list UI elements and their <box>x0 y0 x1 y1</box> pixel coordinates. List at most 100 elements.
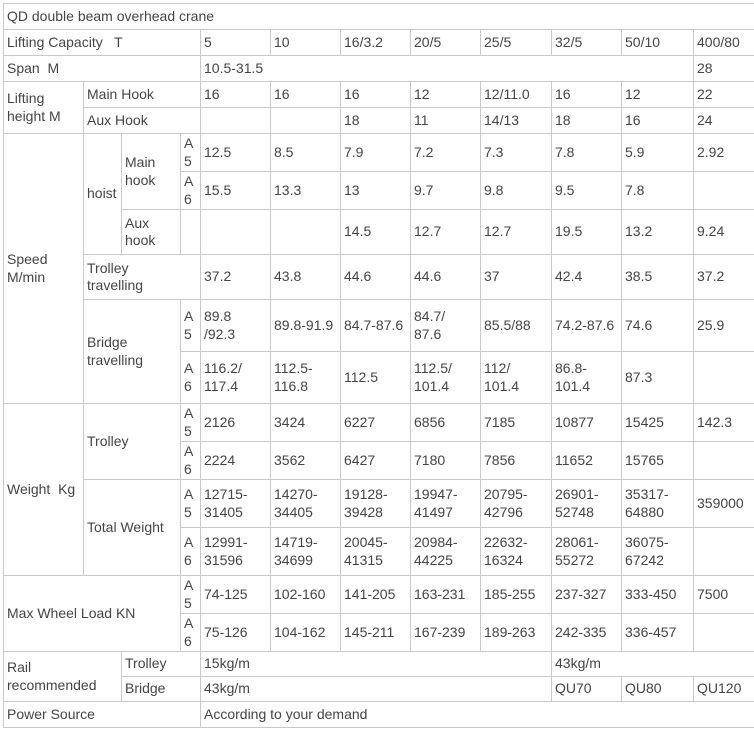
value-cell: 7500 <box>694 576 754 614</box>
value-cell: 84.7/ 87.6 <box>411 300 481 352</box>
value-cell: 38.5 <box>622 255 694 300</box>
a5-label: A5 <box>181 480 201 528</box>
value-cell: 112/ 101.4 <box>481 352 552 404</box>
value-cell: 141-205 <box>341 576 411 614</box>
value-cell: 7185 <box>481 404 552 442</box>
value-cell: 6856 <box>411 404 481 442</box>
capacity-value: 20/5 <box>411 30 481 56</box>
value-cell: 36075- 67242 <box>622 528 694 576</box>
value-cell <box>694 528 754 576</box>
value-cell: 102-160 <box>271 576 341 614</box>
value-cell: 15.5 <box>201 172 271 210</box>
lifting-height-aux-hook-row: Aux Hook 18 11 14/13 18 16 24 <box>4 108 754 134</box>
value-cell: 167-239 <box>411 614 481 652</box>
value-cell: 19947- 41497 <box>411 480 481 528</box>
value-cell: 145-211 <box>341 614 411 652</box>
value-cell: 163-231 <box>411 576 481 614</box>
value-cell: 75-126 <box>201 614 271 652</box>
value-cell: 22 <box>694 82 754 108</box>
value-cell: 84.7-87.6 <box>341 300 411 352</box>
rail-qu-value: QU80 <box>622 677 694 702</box>
value-cell: 28061- 55272 <box>552 528 622 576</box>
capacity-value: 25/5 <box>481 30 552 56</box>
a5-label: A5 <box>181 134 201 172</box>
value-cell <box>694 614 754 652</box>
rail-qu-value: QU70 <box>552 677 622 702</box>
capacity-value: 16/3.2 <box>341 30 411 56</box>
value-cell: 42.4 <box>552 255 622 300</box>
value-cell: 12.5 <box>201 134 271 172</box>
value-cell: 9.8 <box>481 172 552 210</box>
trolley-travelling-row: Trolley travelling 37.2 43.8 44.6 44.6 3… <box>4 255 754 300</box>
weight-total-a5-row: Total Weight A5 12715- 31405 14270- 3440… <box>4 480 754 528</box>
value-cell <box>201 108 271 134</box>
value-cell: 18 <box>341 108 411 134</box>
rail-recommended-label: Rail recommended <box>4 652 122 702</box>
value-cell: 7.8 <box>622 172 694 210</box>
a6-label: A6 <box>181 172 201 210</box>
value-cell: 14719- 34699 <box>271 528 341 576</box>
value-cell: 104-162 <box>271 614 341 652</box>
value-cell <box>694 352 754 404</box>
value-cell: 35317- 64880 <box>622 480 694 528</box>
value-cell: 333-450 <box>622 576 694 614</box>
capacity-value: 5 <box>201 30 271 56</box>
value-cell: 12.7 <box>411 210 481 255</box>
speed-label: Speed M/min <box>4 134 84 404</box>
value-cell: 112.5- 116.8 <box>271 352 341 404</box>
bridge-travelling-a5-row: Bridge travelling A5 89.8 /92.3 89.8-91.… <box>4 300 754 352</box>
value-cell: 3562 <box>271 442 341 480</box>
value-cell: 116.2/ 117.4 <box>201 352 271 404</box>
rail-bridge-label: Bridge <box>122 677 201 702</box>
speed-main-hook-a5-row: Speed M/min hoist Main hook A5 12.5 8.5 … <box>4 134 754 172</box>
value-cell: 14.5 <box>341 210 411 255</box>
a5-label: A5 <box>181 576 201 614</box>
value-cell: 8.5 <box>271 134 341 172</box>
lifting-capacity-label: Lifting Capacity T <box>4 30 201 56</box>
value-cell: 20795- 42796 <box>481 480 552 528</box>
value-cell: 9.5 <box>552 172 622 210</box>
title-row: QD double beam overhead crane <box>4 4 754 30</box>
capacity-value: 50/10 <box>622 30 694 56</box>
value-cell: 85.5/88 <box>481 300 552 352</box>
speed-aux-hook-label: Aux hook <box>122 210 181 255</box>
value-cell: 37.2 <box>201 255 271 300</box>
value-cell: 3424 <box>271 404 341 442</box>
capacity-value: 10 <box>271 30 341 56</box>
value-cell: 37.2 <box>694 255 754 300</box>
value-cell: 89.8-91.9 <box>271 300 341 352</box>
value-cell: 26901- 52748 <box>552 480 622 528</box>
value-cell: 7856 <box>481 442 552 480</box>
value-cell: 18 <box>552 108 622 134</box>
rail-trolley-row: Rail recommended Trolley 15kg/m 43kg/m <box>4 652 754 677</box>
power-source-label: Power Source <box>4 702 201 728</box>
value-cell: 12715- 31405 <box>201 480 271 528</box>
a6-label: A6 <box>181 528 201 576</box>
value-cell: 12.7 <box>481 210 552 255</box>
value-cell: 242-335 <box>552 614 622 652</box>
value-cell: 6227 <box>341 404 411 442</box>
value-cell: 14270- 34405 <box>271 480 341 528</box>
span-row: Span M 10.5-31.5 28 <box>4 56 754 82</box>
span-value: 10.5-31.5 <box>201 56 694 82</box>
lifting-capacity-row: Lifting Capacity T 5 10 16/3.2 20/5 25/5… <box>4 30 754 56</box>
value-cell <box>201 210 271 255</box>
a6-label: A6 <box>181 352 201 404</box>
value-cell: 86.8- 101.4 <box>552 352 622 404</box>
trolley-travelling-label: Trolley travelling <box>84 255 201 300</box>
value-cell: 15765 <box>622 442 694 480</box>
value-cell: 74.6 <box>622 300 694 352</box>
lifting-height-label: Lifting height M <box>4 82 84 134</box>
value-cell: 74-125 <box>201 576 271 614</box>
empty-cell <box>181 210 201 255</box>
value-cell: 22632- 16324 <box>481 528 552 576</box>
speed-main-hook-label: Main hook <box>122 134 181 210</box>
value-cell: 7.9 <box>341 134 411 172</box>
value-cell: 13.3 <box>271 172 341 210</box>
a5-label: A5 <box>181 300 201 352</box>
max-wheel-load-label: Max Wheel Load KN <box>4 576 181 652</box>
rail-trolley-label: Trolley <box>122 652 201 677</box>
capacity-value: 32/5 <box>552 30 622 56</box>
weight-trolley-label: Trolley <box>84 404 181 480</box>
span-label: Span M <box>4 56 201 82</box>
